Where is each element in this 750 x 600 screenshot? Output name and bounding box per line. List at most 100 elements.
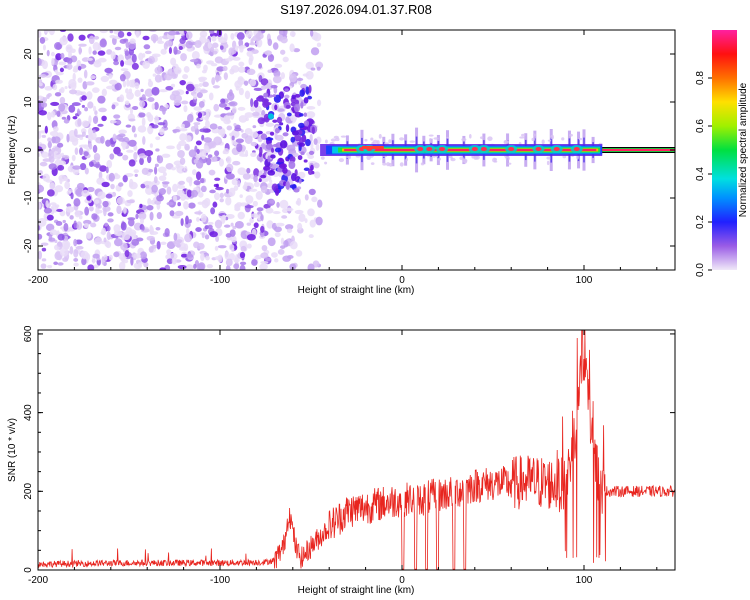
noise-blob [156, 211, 162, 220]
noise-blob [127, 218, 135, 227]
plume-blob [307, 95, 313, 100]
plume-blob [265, 137, 274, 141]
noise-blob [182, 74, 189, 80]
noise-blob [215, 235, 220, 242]
noise-blob [212, 50, 218, 55]
noise-blob [196, 148, 200, 154]
noise-blob [99, 30, 108, 34]
noise-blob [252, 125, 257, 129]
noise-blob [280, 49, 286, 55]
x-tick-label: -200 [28, 575, 48, 586]
noise-blob [266, 220, 274, 229]
noise-blob [168, 47, 173, 54]
noise-blob [314, 171, 321, 179]
noise-blob [185, 31, 193, 40]
noise-blob [66, 133, 70, 143]
noise-blob [142, 60, 150, 69]
ridge-speckle [521, 133, 526, 137]
spectrogram-y-label: Frequency (Hz) [7, 116, 18, 185]
noise-blob [237, 167, 247, 176]
noise-blob [77, 77, 83, 83]
noise-blob [55, 43, 62, 50]
noise-blob [289, 43, 295, 53]
noise-blob [258, 63, 263, 69]
noise-blob [234, 127, 242, 132]
chart-title: S197.2026.094.01.37.R08 [280, 2, 432, 17]
noise-blob [181, 100, 189, 105]
noise-blob [118, 261, 126, 270]
noise-blob [122, 154, 129, 161]
noise-blob [117, 133, 126, 138]
noise-blob [246, 68, 256, 76]
noise-blob [260, 260, 269, 265]
noise-blob [217, 254, 223, 263]
noise-blob [188, 202, 196, 209]
noise-blob [118, 182, 124, 187]
x-tick-label: 0 [399, 275, 405, 286]
noise-blob [273, 70, 281, 78]
noise-blob [166, 258, 174, 265]
noise-blob [238, 61, 245, 67]
noise-blob [158, 107, 168, 112]
plume-blob [269, 131, 275, 136]
snr-y-label: SNR (10 * v/v) [7, 418, 18, 482]
ridge-speckle [461, 138, 467, 141]
noise-blob [154, 115, 159, 125]
noise-blob [222, 66, 228, 72]
noise-blob [177, 201, 182, 207]
noise-blob [38, 250, 43, 260]
noise-blob [264, 50, 272, 56]
noise-blob [300, 83, 308, 89]
ridge-speckle [547, 139, 552, 142]
noise-blob [108, 172, 115, 182]
noise-blob [139, 157, 144, 166]
noise-blob [120, 141, 128, 148]
noise-blob [226, 91, 235, 101]
noise-blob [63, 176, 69, 182]
plume-blob [303, 167, 310, 171]
noise-blob [244, 112, 254, 118]
noise-blob [41, 258, 47, 262]
noise-blob [124, 100, 130, 106]
noise-blob [313, 138, 318, 146]
noise-blob [205, 119, 210, 129]
ridge-bump-core [535, 147, 542, 151]
noise-blob [176, 189, 185, 197]
noise-blob [177, 264, 187, 270]
noise-blob [112, 133, 117, 142]
noise-blob [50, 51, 55, 57]
noise-blob [317, 199, 323, 208]
noise-blob [78, 46, 82, 55]
noise-blob [124, 249, 130, 258]
noise-blob [129, 107, 134, 115]
noise-blob [293, 48, 301, 53]
snr-panel: -200 -100 0 100 0 200 400 600 Height of straig… [7, 325, 676, 596]
noise-blob [87, 133, 94, 142]
noise-blob [66, 57, 73, 65]
noise-blob [173, 94, 183, 103]
noise-blob [147, 97, 155, 102]
plume-blob [279, 122, 284, 126]
noise-blob [304, 218, 308, 224]
noise-blob [231, 135, 235, 141]
noise-blob [286, 228, 293, 234]
noise-blob [315, 61, 324, 69]
noise-blob [88, 46, 92, 55]
noise-blob [110, 183, 115, 190]
noise-blob [56, 142, 64, 148]
noise-blob [199, 177, 205, 184]
noise-blob [206, 157, 212, 166]
colorbar-ticks: 0.0 0.2 0.4 0.6 0.8 [695, 71, 712, 277]
noise-blob [113, 230, 123, 237]
noise-blob [201, 134, 205, 141]
noise-blob [141, 167, 149, 175]
x-tick-label: -200 [28, 275, 48, 286]
noise-blobs [38, 30, 324, 270]
noise-blob [242, 173, 251, 180]
noise-blob [78, 34, 86, 41]
noise-blob [154, 74, 162, 83]
noise-blob [76, 182, 85, 190]
noise-blob [306, 106, 316, 110]
noise-blob [42, 97, 48, 103]
plume-blob [298, 122, 305, 129]
